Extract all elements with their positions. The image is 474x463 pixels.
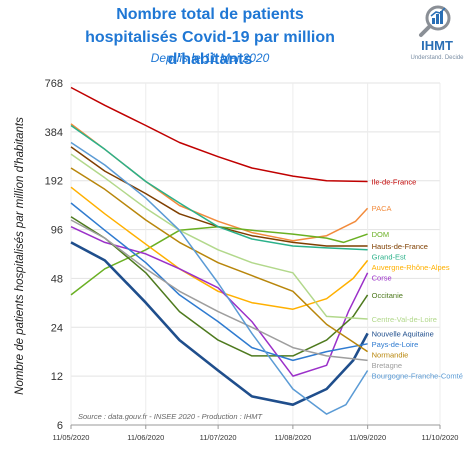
series-line xyxy=(70,153,368,320)
series-line xyxy=(70,124,368,251)
ihmt-logo: IHMT Understand. Decide xyxy=(406,4,468,68)
y-tick-label: 48 xyxy=(51,273,63,285)
series-label: Centre-Val-de-Loire xyxy=(372,315,437,324)
series-line xyxy=(70,167,369,353)
x-tick-label: 11/06/2020 xyxy=(127,433,164,442)
magnifier-chart-icon xyxy=(419,5,451,37)
x-tick-label: 11/07/2020 xyxy=(200,433,237,442)
logo-name: IHMT xyxy=(421,38,453,53)
y-tick-label: 24 xyxy=(51,322,63,334)
series-label: Grand-Est xyxy=(372,253,407,262)
series-label: Pays-de-Loire xyxy=(372,340,419,349)
series-label: Corse xyxy=(372,274,392,283)
chart-subtitle: Depuis le 11 Mai 2020 xyxy=(150,51,270,65)
series-label: DOM xyxy=(372,230,390,239)
series-line xyxy=(70,186,369,310)
chart-title-line2: hospitalisés Covid-19 par million d'habi… xyxy=(85,29,335,68)
x-tick-label: 11/10/2020 xyxy=(422,433,459,442)
chart-title-line1: Nombre total de patients xyxy=(116,6,304,23)
x-tick-label: 11/08/2020 xyxy=(274,433,311,442)
series-line xyxy=(70,219,368,362)
y-tick-label: 192 xyxy=(45,176,63,188)
series-label: Auvergne-Rhône-Alpes xyxy=(372,263,450,272)
y-tick-label: 96 xyxy=(51,225,63,237)
series-line xyxy=(70,86,368,183)
series-line xyxy=(70,226,369,377)
y-tick-label: 12 xyxy=(51,371,63,383)
y-tick-label: 384 xyxy=(45,127,63,139)
series-label: PACA xyxy=(372,204,392,213)
y-tick-label: 6 xyxy=(57,420,63,432)
series-label: Ile-de-France xyxy=(372,177,417,186)
series-label: Nouvelle Aquitaine xyxy=(372,329,434,338)
logo-tagline: Understand. Decide xyxy=(410,55,464,61)
series-line xyxy=(70,123,369,242)
series-label: Bourgogne-Franche-Comté xyxy=(372,371,463,380)
series-label: Hauts-de-France xyxy=(372,242,428,251)
series-line xyxy=(70,225,368,296)
series-label: Bretagne xyxy=(372,361,402,370)
series-line xyxy=(70,241,369,407)
series-label: Normandie xyxy=(372,350,409,359)
y-tick-label: 768 xyxy=(45,78,63,90)
series-line xyxy=(70,202,368,362)
series-label: Occitanie xyxy=(372,291,403,300)
series-line xyxy=(70,216,369,357)
series-line xyxy=(70,141,369,415)
source-note: Source : data.gouv.fr - INSEE 2020 - Pro… xyxy=(78,412,264,421)
x-tick-label: 11/09/2020 xyxy=(349,433,386,442)
x-tick-label: 11/05/2020 xyxy=(53,433,90,442)
